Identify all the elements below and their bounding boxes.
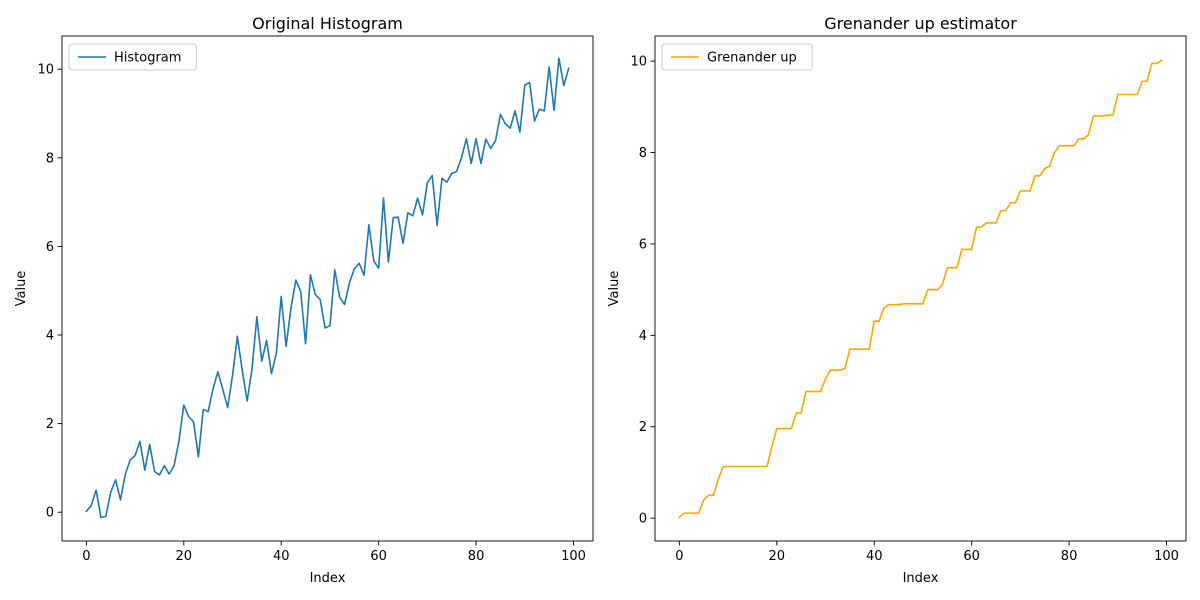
y-tick-label: 8 [46, 151, 54, 166]
y-tick-label: 2 [46, 417, 54, 432]
x-tick-label: 40 [866, 549, 883, 564]
x-tick-label: 20 [769, 549, 786, 564]
x-axis-label: Index [903, 571, 939, 586]
y-axis-label: Value [14, 271, 29, 307]
y-tick-label: 6 [639, 237, 647, 252]
legend-box [661, 43, 813, 71]
y-axis-label: Value [607, 271, 622, 307]
y-tick-label: 4 [46, 329, 54, 344]
x-axis-label: Index [310, 571, 346, 586]
y-tick-label: 4 [639, 329, 647, 344]
y-tick-label: 6 [46, 240, 54, 255]
x-tick-label: 100 [1154, 549, 1179, 564]
x-tick-label: 60 [963, 549, 980, 564]
x-tick-label: 20 [176, 549, 193, 564]
x-tick-label: 0 [675, 549, 683, 564]
chart-title: Grenander up estimator [824, 14, 1017, 33]
legend-label: Grenander up [707, 51, 797, 66]
chart-title: Original Histogram [252, 14, 403, 33]
axes-frame [61, 35, 594, 542]
chart-panel-1: 0 20 40 60 80 100 0 2 4 6 8 10 Original Histogram Ind… [14, 14, 594, 586]
legend-box [68, 43, 197, 71]
y-tick-label: 8 [639, 146, 647, 161]
y-tick-label: 10 [630, 55, 647, 70]
series-line-2-1 [678, 59, 1163, 519]
x-tick-label: 0 [82, 549, 90, 564]
axes-frame [654, 35, 1187, 542]
y-tick-label: 10 [37, 63, 54, 78]
y-tick-label: 0 [46, 506, 54, 521]
legend-label: Histogram [114, 51, 181, 66]
x-tick-label: 80 [468, 549, 485, 564]
series-line-1-1 [85, 57, 570, 519]
y-tick-label: 0 [639, 512, 647, 527]
x-tick-label: 80 [1061, 549, 1078, 564]
y-tick-label: 2 [639, 420, 647, 435]
x-tick-label: 60 [370, 549, 387, 564]
x-tick-label: 100 [561, 549, 586, 564]
chart-panel-2: 0 20 40 60 80 100 0 2 4 6 8 10 Grenander up estimato… [607, 14, 1187, 586]
x-tick-label: 40 [273, 549, 290, 564]
